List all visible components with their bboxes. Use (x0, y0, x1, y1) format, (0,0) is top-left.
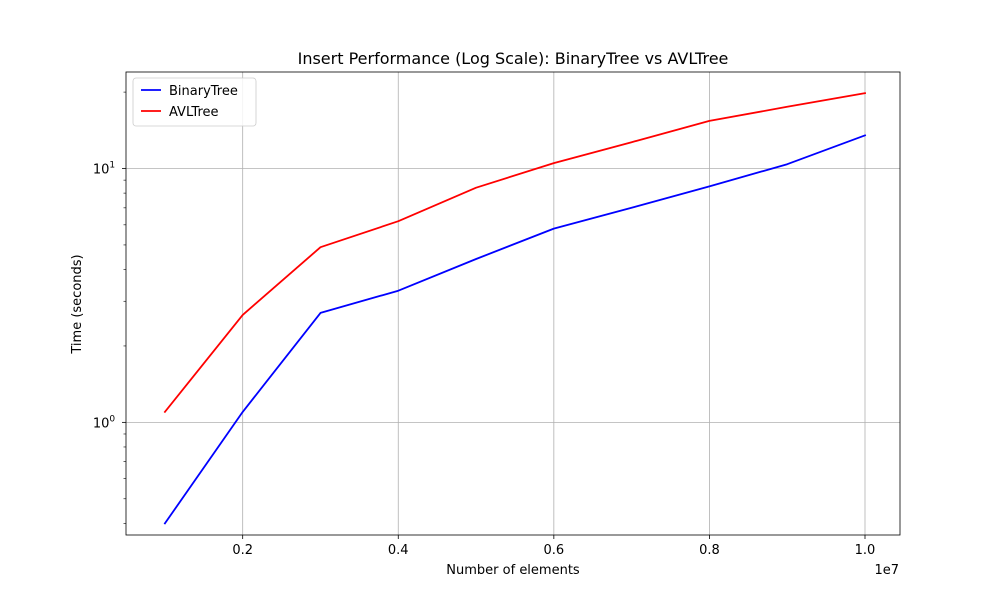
x-axis-label: Number of elements (446, 563, 580, 578)
legend: BinaryTree AVLTree (132, 77, 257, 127)
x-tick-label: 1.0 (855, 543, 876, 558)
x-axis-offset-label: 1e7 (874, 563, 899, 578)
tick-labels: 0.2 0.4 0.6 0.8 1.0 100 101 (93, 161, 875, 558)
series-line-avltree (163, 92, 867, 414)
y-axis-label: Time (seconds) (70, 254, 85, 354)
y-tick-label: 100 (93, 414, 116, 431)
axes (122, 71, 901, 539)
series-lines (163, 92, 867, 525)
x-tick-label: 0.2 (232, 543, 253, 558)
x-tick-label: 0.6 (543, 543, 564, 558)
legend-box (132, 77, 257, 127)
legend-label-avltree: AVLTree (169, 105, 219, 120)
plot-frame (125, 71, 901, 536)
chart-title: Insert Performance (Log Scale): BinaryTr… (298, 49, 729, 68)
x-tick-label: 0.4 (388, 543, 409, 558)
x-tick-label: 0.8 (699, 543, 720, 558)
y-tick-label: 101 (93, 161, 115, 178)
legend-label-binarytree: BinaryTree (169, 84, 238, 99)
grid-lines (126, 72, 900, 535)
series-line-binarytree (163, 134, 867, 525)
